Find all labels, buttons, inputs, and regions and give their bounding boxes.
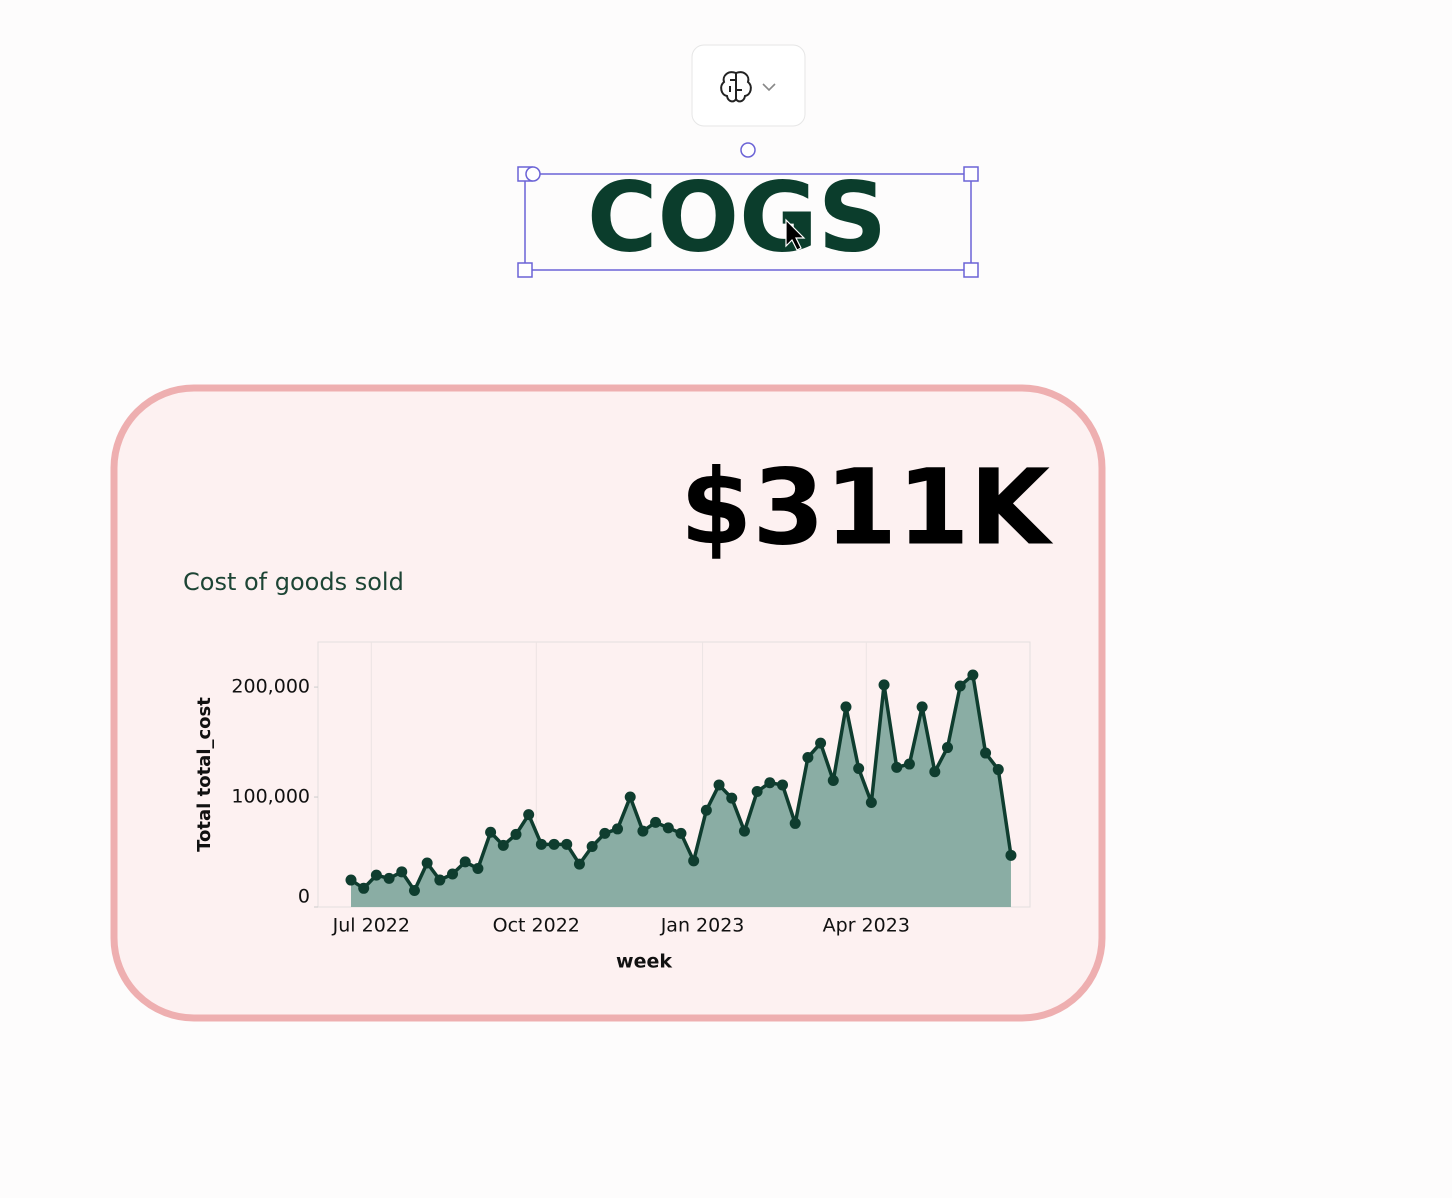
point bbox=[383, 872, 395, 884]
point bbox=[510, 828, 522, 840]
point bbox=[688, 855, 700, 867]
metric-value: $311K bbox=[680, 446, 1053, 568]
title[interactable]: COGS bbox=[587, 161, 887, 273]
point bbox=[561, 838, 573, 850]
point bbox=[345, 874, 357, 886]
point bbox=[865, 797, 877, 809]
cursor bbox=[785, 218, 806, 251]
point bbox=[421, 857, 433, 869]
point bbox=[434, 874, 446, 886]
point bbox=[840, 701, 852, 713]
point bbox=[967, 669, 979, 681]
point bbox=[853, 762, 865, 774]
point bbox=[815, 737, 827, 749]
y-tick-label: 200,000 bbox=[231, 676, 310, 698]
x-tick-label: Apr 2023 bbox=[823, 915, 910, 937]
point bbox=[878, 679, 890, 691]
point bbox=[447, 868, 459, 880]
point bbox=[650, 816, 662, 828]
rotate-handle[interactable] bbox=[740, 142, 756, 158]
ai-toolbar[interactable] bbox=[691, 44, 806, 127]
point bbox=[459, 856, 471, 868]
y-axis-label: Total total_cost bbox=[194, 697, 215, 852]
point bbox=[612, 823, 624, 835]
point bbox=[675, 827, 687, 839]
y-tick-label: 0 bbox=[298, 886, 310, 908]
metric-label: Cost of goods sold bbox=[183, 568, 404, 596]
point bbox=[599, 827, 611, 839]
point bbox=[358, 882, 370, 894]
x-tick-label: Jan 2023 bbox=[660, 915, 745, 937]
x-tick-label: Oct 2022 bbox=[493, 915, 580, 937]
point bbox=[954, 680, 966, 692]
point bbox=[485, 826, 497, 838]
resize-handles[interactable] bbox=[517, 166, 979, 278]
point bbox=[586, 841, 598, 853]
point bbox=[396, 866, 408, 878]
point bbox=[662, 822, 674, 834]
point bbox=[929, 766, 941, 778]
point bbox=[789, 817, 801, 829]
point bbox=[891, 761, 903, 773]
brain-icon[interactable] bbox=[720, 71, 752, 103]
point bbox=[1005, 849, 1017, 861]
point bbox=[764, 777, 776, 789]
selection-box bbox=[524, 173, 972, 271]
point bbox=[802, 751, 814, 763]
point bbox=[573, 858, 585, 870]
point bbox=[637, 825, 649, 837]
x-tick-label: Jul 2022 bbox=[332, 915, 410, 937]
point bbox=[370, 869, 382, 881]
point bbox=[700, 804, 712, 816]
point bbox=[827, 775, 839, 787]
y-tick-label: 100,000 bbox=[231, 786, 310, 808]
point bbox=[548, 838, 560, 850]
point bbox=[738, 825, 750, 837]
point bbox=[726, 792, 738, 804]
point bbox=[713, 779, 725, 791]
point bbox=[903, 758, 915, 770]
point bbox=[942, 742, 954, 754]
point bbox=[497, 839, 509, 851]
point bbox=[472, 863, 484, 875]
x-axis-label: week bbox=[616, 951, 672, 973]
point bbox=[624, 791, 636, 803]
area bbox=[350, 674, 1011, 907]
point bbox=[980, 747, 992, 759]
point bbox=[535, 838, 547, 850]
point bbox=[777, 779, 789, 791]
point bbox=[523, 809, 535, 821]
dropdown-chevron[interactable] bbox=[762, 83, 776, 92]
point bbox=[408, 885, 420, 897]
point bbox=[751, 786, 763, 798]
point bbox=[992, 764, 1004, 776]
point bbox=[916, 701, 928, 713]
